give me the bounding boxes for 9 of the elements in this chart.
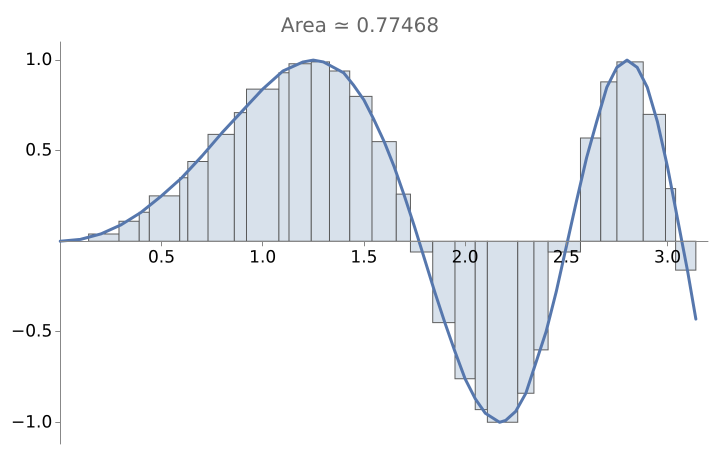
x-tick-label: 1.5 (350, 248, 378, 268)
y-tick-label: 0.5 (25, 140, 52, 161)
x-tick-label: 0.5 (148, 248, 176, 268)
x-tick-label: 1.0 (249, 248, 276, 268)
line-series (58, 58, 698, 424)
y-tick-label: 1.0 (25, 50, 52, 70)
y-tick-label: −0.5 (11, 322, 52, 342)
chart-title: Area ≃ 0.77468 (280, 13, 440, 37)
y-tick-label: −1.0 (11, 412, 52, 432)
